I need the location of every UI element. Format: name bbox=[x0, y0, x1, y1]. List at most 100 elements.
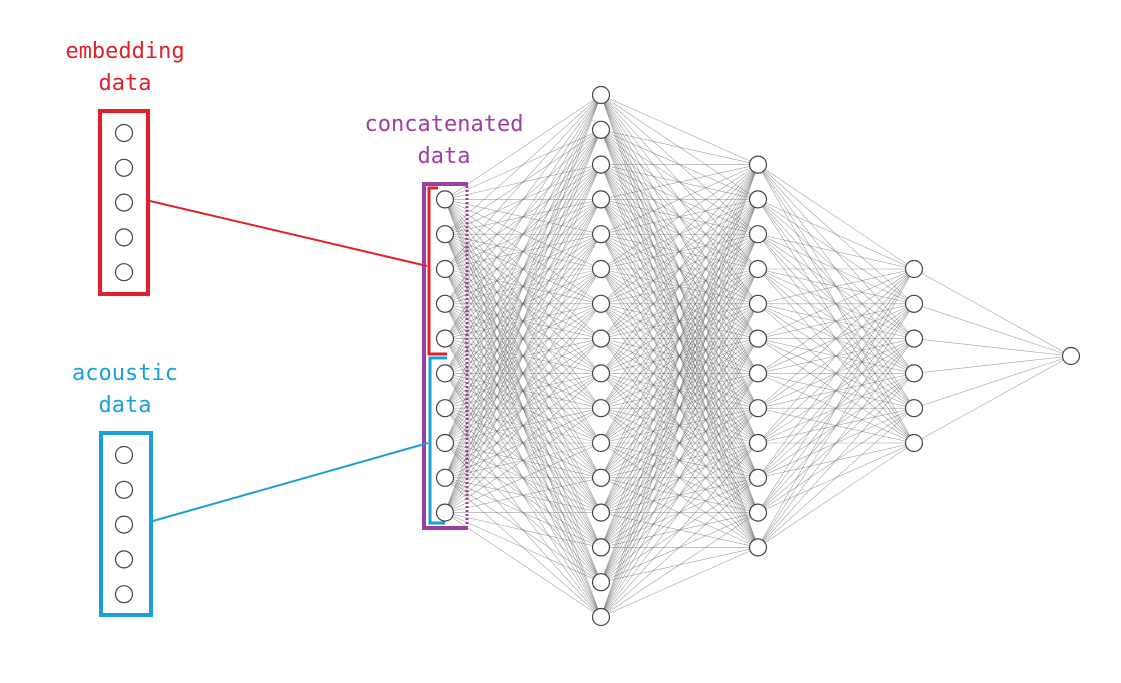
node-layer1-15 bbox=[591, 607, 611, 627]
acoustic-node-4 bbox=[114, 585, 134, 604]
edge-l1-12-0 bbox=[600, 164, 759, 513]
edge-l1-1-0 bbox=[600, 129, 759, 165]
node-layer4-0 bbox=[1061, 346, 1081, 366]
node-layer1-5 bbox=[591, 259, 611, 279]
node-layer0-0 bbox=[435, 190, 455, 209]
concatenated-label-line-2: data bbox=[417, 144, 471, 169]
edge-l2-11-5 bbox=[757, 442, 915, 548]
node-layer2-4 bbox=[748, 294, 768, 313]
node-layer1-6 bbox=[591, 294, 611, 313]
edge-l1-11-0 bbox=[600, 164, 759, 478]
acoustic-node-1 bbox=[114, 480, 134, 499]
embedding-label-line-2: data bbox=[98, 71, 152, 96]
edge-l0-9-6 bbox=[444, 303, 602, 513]
edge-l0-9-1 bbox=[444, 129, 602, 513]
edge-l0-0-0 bbox=[444, 94, 602, 200]
input-groups bbox=[98, 109, 469, 617]
network-edges bbox=[444, 94, 1072, 618]
edge-l0-9-9 bbox=[444, 407, 602, 513]
edge-l2-11-2 bbox=[757, 338, 915, 548]
edge-l1-15-11 bbox=[600, 547, 759, 618]
edge-l3-4-0 bbox=[913, 355, 1072, 409]
node-layer2-5 bbox=[748, 329, 768, 348]
node-layer2-2 bbox=[748, 225, 768, 244]
acoustic-node-0 bbox=[114, 445, 134, 465]
edge-l2-2-0 bbox=[757, 233, 915, 270]
edge-l0-9-7 bbox=[444, 338, 602, 513]
node-layer3-1 bbox=[904, 294, 924, 313]
node-layer3-4 bbox=[904, 399, 924, 418]
edge-l2-7-0 bbox=[757, 268, 915, 409]
edge-l1-14-0 bbox=[600, 164, 759, 583]
node-layer0-4 bbox=[435, 329, 455, 348]
node-layer1-7 bbox=[591, 329, 611, 348]
edge-l3-1-0 bbox=[913, 303, 1072, 357]
edge-l1-15-5 bbox=[600, 338, 759, 618]
concatenated-label-line-1: concatenated bbox=[364, 112, 524, 137]
edge-l1-7-0 bbox=[600, 164, 759, 339]
node-layer2-9 bbox=[748, 468, 768, 487]
acoustic-data-label: acoustic data bbox=[40, 358, 210, 422]
node-layer3-2 bbox=[904, 329, 924, 348]
acoustic-node-3 bbox=[114, 550, 134, 569]
edge-l1-9-0 bbox=[600, 164, 759, 409]
edge-l0-9-10 bbox=[444, 442, 602, 513]
edge-l0-3-0 bbox=[444, 94, 602, 304]
node-layer3-5 bbox=[904, 433, 924, 453]
edge-l1-3-0 bbox=[600, 164, 759, 200]
acoustic-label-line-2: data bbox=[98, 393, 152, 418]
node-layer1-13 bbox=[591, 538, 611, 557]
edge-l3-0-0 bbox=[913, 268, 1072, 357]
edge-l1-15-9 bbox=[600, 477, 759, 618]
edge-l0-6-0 bbox=[444, 94, 602, 409]
node-layer2-1 bbox=[748, 190, 768, 209]
edge-l0-9-4 bbox=[444, 234, 602, 513]
concatenated-data-label: concatenated data bbox=[344, 109, 544, 173]
node-layer2-0 bbox=[748, 155, 768, 174]
edge-l0-9-5 bbox=[444, 268, 602, 513]
edge-l0-5-0 bbox=[444, 94, 602, 374]
acoustic-data-box bbox=[99, 431, 153, 617]
node-layer1-11 bbox=[591, 468, 611, 487]
node-layer1-4 bbox=[591, 225, 611, 244]
node-layer2-10 bbox=[748, 503, 768, 522]
edge-l1-4-0 bbox=[600, 164, 759, 235]
node-layer1-2 bbox=[591, 155, 611, 174]
node-layer2-6 bbox=[748, 364, 768, 383]
node-layer1-10 bbox=[591, 433, 611, 453]
edge-l1-15-3 bbox=[600, 268, 759, 618]
embedding-node-0 bbox=[114, 123, 134, 143]
edge-l2-11-0 bbox=[757, 268, 915, 548]
embedding-bracket bbox=[427, 186, 447, 356]
node-layer2-7 bbox=[748, 399, 768, 418]
concatenated-data-bracket bbox=[422, 182, 468, 530]
edge-l2-10-0 bbox=[757, 268, 915, 513]
edge-l2-11-4 bbox=[757, 407, 915, 548]
node-layer1-9 bbox=[591, 399, 611, 418]
edge-l1-15-8 bbox=[600, 442, 759, 618]
acoustic-connector bbox=[152, 442, 429, 522]
edge-l1-15-10 bbox=[600, 512, 759, 618]
acoustic-label-line-1: acoustic bbox=[72, 361, 178, 386]
edge-l0-4-0 bbox=[444, 94, 602, 339]
node-layer1-0 bbox=[591, 85, 611, 105]
edge-l3-3-0 bbox=[913, 355, 1072, 374]
edge-l0-9-13 bbox=[444, 512, 602, 548]
node-layer1-14 bbox=[591, 573, 611, 592]
edge-l2-9-0 bbox=[757, 268, 915, 478]
edge-l2-5-0 bbox=[757, 268, 915, 339]
embedding-data-box bbox=[98, 109, 150, 296]
embedding-label-line-1: embedding bbox=[65, 39, 185, 64]
edge-l0-8-0 bbox=[444, 94, 602, 478]
edge-l2-0-0 bbox=[757, 164, 915, 270]
embedding-node-2 bbox=[114, 193, 134, 212]
edge-l1-6-0 bbox=[600, 164, 759, 305]
edge-l1-15-0 bbox=[600, 164, 759, 618]
edge-l2-1-0 bbox=[757, 199, 915, 270]
acoustic-node-2 bbox=[114, 515, 134, 534]
edge-l2-8-0 bbox=[757, 268, 915, 444]
edge-l0-9-8 bbox=[444, 373, 602, 513]
edge-l3-5-0 bbox=[913, 355, 1072, 444]
node-layer1-3 bbox=[591, 190, 611, 209]
